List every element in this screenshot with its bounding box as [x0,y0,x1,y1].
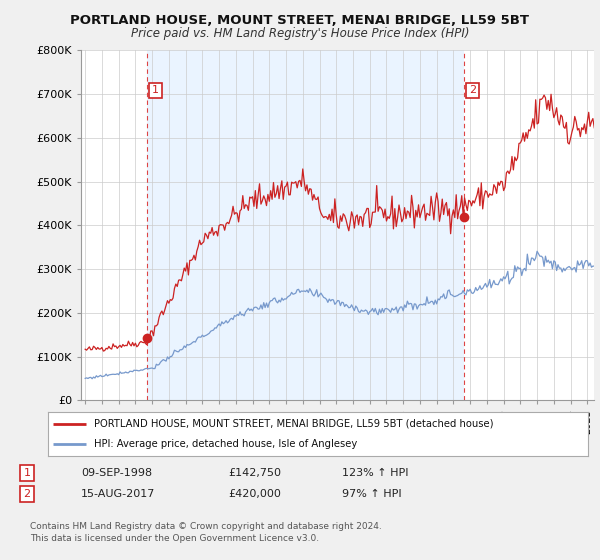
Text: PORTLAND HOUSE, MOUNT STREET, MENAI BRIDGE, LL59 5BT (detached house): PORTLAND HOUSE, MOUNT STREET, MENAI BRID… [94,419,493,429]
Text: 2: 2 [23,489,31,499]
Text: £420,000: £420,000 [228,489,281,499]
Text: 2: 2 [469,85,476,95]
Text: £142,750: £142,750 [228,468,281,478]
Text: Price paid vs. HM Land Registry's House Price Index (HPI): Price paid vs. HM Land Registry's House … [131,27,469,40]
Text: 1: 1 [23,468,31,478]
Text: PORTLAND HOUSE, MOUNT STREET, MENAI BRIDGE, LL59 5BT: PORTLAND HOUSE, MOUNT STREET, MENAI BRID… [71,14,530,27]
Text: 1: 1 [152,85,159,95]
Text: 123% ↑ HPI: 123% ↑ HPI [342,468,409,478]
Text: 09-SEP-1998: 09-SEP-1998 [81,468,152,478]
Text: 15-AUG-2017: 15-AUG-2017 [81,489,155,499]
Text: Contains HM Land Registry data © Crown copyright and database right 2024.
This d: Contains HM Land Registry data © Crown c… [30,522,382,543]
Text: HPI: Average price, detached house, Isle of Anglesey: HPI: Average price, detached house, Isle… [94,439,357,449]
Bar [147,50,464,400]
Text: 97% ↑ HPI: 97% ↑ HPI [342,489,401,499]
